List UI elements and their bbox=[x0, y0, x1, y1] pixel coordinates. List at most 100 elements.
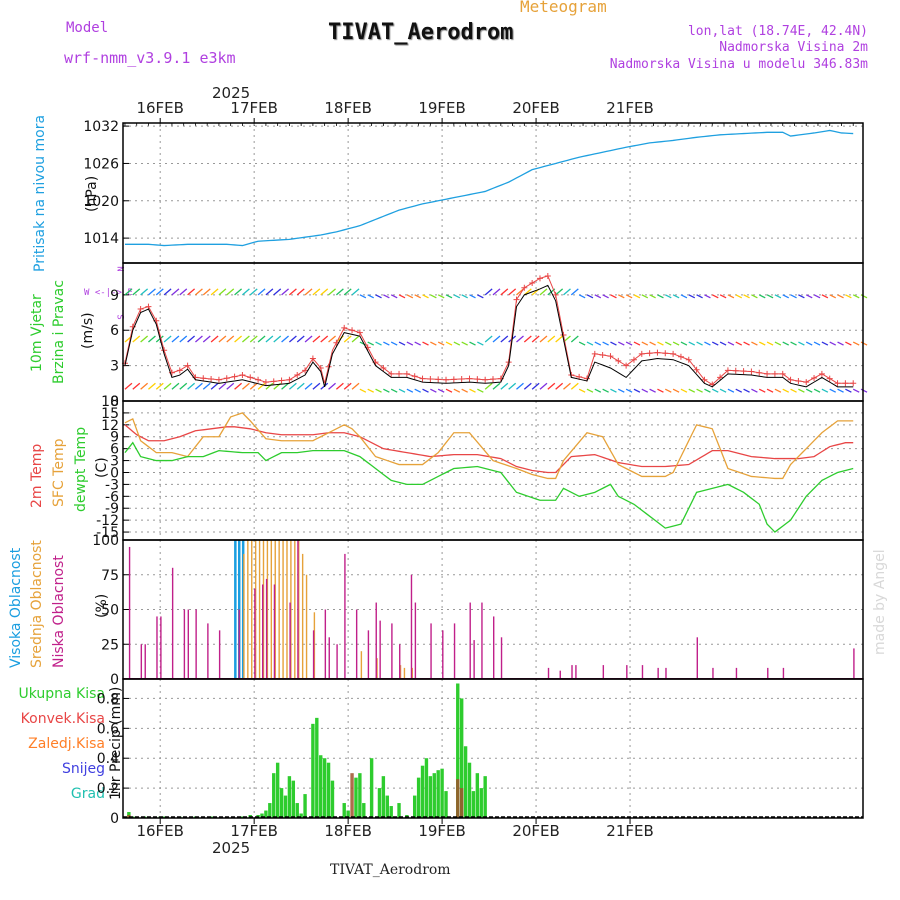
wind-speed-line bbox=[124, 284, 854, 388]
wind-barb bbox=[273, 335, 282, 343]
precip-legend-graupel: Grad bbox=[70, 786, 105, 802]
wind-barb bbox=[860, 388, 868, 393]
gust-line bbox=[124, 275, 854, 386]
ytick-label: 0.2 bbox=[97, 781, 119, 797]
wind-barb bbox=[845, 341, 852, 346]
wind-barb bbox=[210, 335, 219, 343]
wind-barb bbox=[555, 288, 564, 296]
ytick-label: -15 bbox=[96, 525, 119, 541]
wind-barb bbox=[523, 335, 532, 343]
wind-barb bbox=[563, 382, 571, 390]
wind-barb bbox=[257, 288, 266, 296]
wind-barb bbox=[132, 288, 141, 296]
wind-barb bbox=[249, 288, 258, 296]
wind-barb bbox=[610, 294, 617, 299]
wind-barb bbox=[477, 341, 484, 346]
wind-barb bbox=[422, 388, 429, 393]
total-rain-bar bbox=[416, 777, 421, 818]
wind-barb bbox=[845, 388, 852, 393]
wind-barb bbox=[539, 335, 548, 343]
wind-barb bbox=[837, 341, 844, 346]
total-rain-bar bbox=[272, 773, 276, 818]
total-rain-bar bbox=[428, 776, 433, 818]
conv-rain-bar bbox=[459, 788, 464, 818]
low-cloud-bar bbox=[254, 588, 256, 679]
wind-barb bbox=[798, 341, 805, 346]
wind-barb bbox=[735, 341, 743, 346]
wind-barb bbox=[273, 288, 282, 296]
low-cloud-bar bbox=[367, 630, 370, 679]
wind-barb bbox=[649, 294, 656, 299]
mid-cloud-bar bbox=[266, 540, 269, 679]
model-name: wrf-nmm_v3.9.1 e3km bbox=[64, 49, 236, 67]
total-rain-bar bbox=[459, 698, 464, 818]
wind-barb bbox=[148, 382, 156, 390]
precip-legend-snow: Snijeg bbox=[61, 761, 105, 777]
wind-barb bbox=[602, 294, 609, 299]
ytick-label: 25 bbox=[101, 637, 119, 653]
wind-barb bbox=[618, 341, 625, 346]
wind-barb bbox=[704, 294, 711, 299]
wind-barb bbox=[226, 382, 235, 390]
wind-barb bbox=[500, 335, 509, 343]
low-cloud-bar bbox=[297, 540, 299, 679]
model-elevation-label: Nadmorska Visina u modelu 346.83m bbox=[609, 57, 868, 72]
wind-barb bbox=[735, 388, 743, 393]
wind-barb bbox=[758, 294, 766, 299]
wind-barb bbox=[516, 382, 524, 390]
wind-barb bbox=[586, 341, 594, 346]
wind-barb bbox=[359, 388, 367, 393]
wind-barb bbox=[148, 335, 156, 343]
wind-barb bbox=[547, 382, 556, 390]
low-cloud-bar bbox=[641, 665, 644, 679]
low-cloud-bar bbox=[289, 602, 291, 679]
wind-barb bbox=[202, 288, 211, 296]
wind-barb bbox=[383, 388, 390, 393]
wind-barb bbox=[594, 294, 602, 299]
total-rain-bar bbox=[260, 813, 264, 818]
wind-barb bbox=[249, 335, 258, 343]
wind-barb bbox=[852, 341, 860, 346]
wind-barb bbox=[210, 382, 219, 390]
conv-rain-bar bbox=[350, 773, 354, 818]
low-cloud-bar bbox=[414, 602, 417, 679]
footer-station-label: TIVAT_Aerodrom bbox=[330, 862, 451, 878]
low-cloud-bar bbox=[375, 602, 377, 679]
total-rain-bar bbox=[389, 806, 393, 818]
ytick-label: 15 bbox=[101, 406, 119, 422]
wind-compass: W <-|-> E bbox=[84, 288, 133, 298]
total-rain-bar bbox=[471, 791, 476, 818]
wind-barb bbox=[805, 294, 813, 299]
wind-barb bbox=[163, 288, 172, 296]
panel-frame-pressure bbox=[122, 122, 864, 264]
ytick-label: 18 bbox=[101, 394, 119, 410]
wind-barb bbox=[547, 335, 556, 343]
total-rain-bar bbox=[275, 762, 280, 818]
wind-barb bbox=[124, 382, 133, 390]
panel-frame-precip bbox=[122, 678, 864, 819]
wind-barb bbox=[367, 294, 374, 299]
wind-barb bbox=[437, 388, 445, 393]
wind-barb bbox=[367, 388, 374, 393]
wind-barb bbox=[328, 382, 336, 390]
mid-cloud-bar bbox=[243, 553, 245, 679]
wind-barb bbox=[500, 288, 509, 296]
wind-barb bbox=[414, 388, 421, 393]
wind-barb bbox=[304, 288, 313, 296]
low-cloud-bar bbox=[493, 616, 495, 679]
total-rain-bar bbox=[279, 788, 284, 818]
wind-barb bbox=[578, 341, 586, 346]
low-cloud-bar bbox=[571, 665, 573, 679]
wind-barb bbox=[281, 382, 289, 390]
mid-cloud-bar bbox=[254, 540, 257, 679]
wind-barb bbox=[704, 341, 711, 346]
low-cloud-bar bbox=[324, 609, 327, 679]
wind-barb bbox=[343, 335, 352, 343]
wind-barb bbox=[375, 294, 382, 299]
total-rain-bar bbox=[412, 795, 417, 818]
wind-barb bbox=[813, 294, 821, 299]
wind-barb bbox=[234, 288, 243, 296]
wind-barb bbox=[437, 341, 445, 346]
wind-barb bbox=[774, 388, 782, 393]
total-rain-bar bbox=[424, 758, 429, 818]
